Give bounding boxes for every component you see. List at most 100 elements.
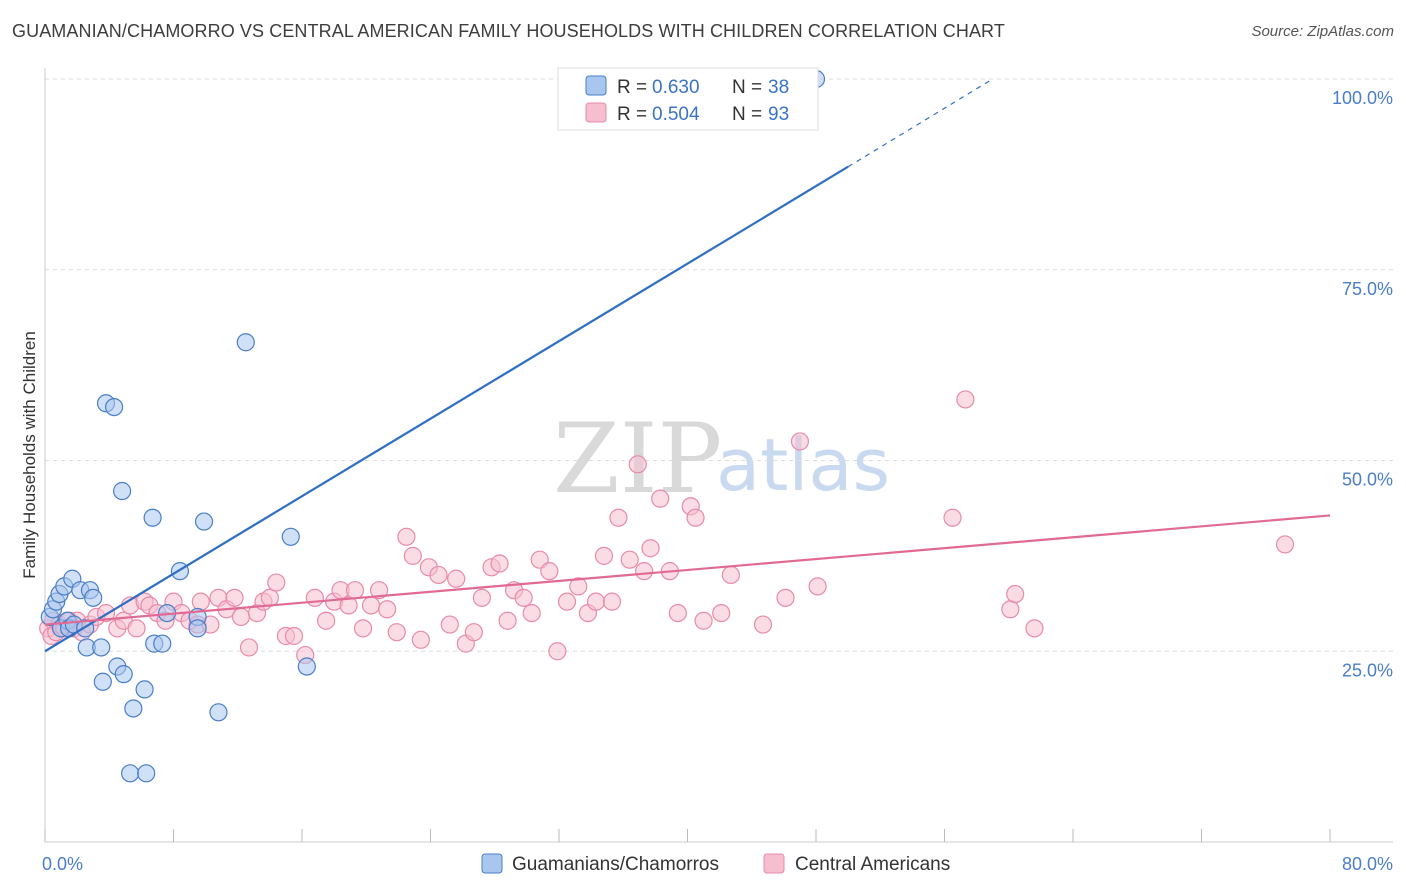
central-americans-point-94 bbox=[1001, 600, 1020, 619]
central-americans-point-85 bbox=[694, 611, 713, 630]
central-americans-point-91 bbox=[808, 577, 827, 596]
y-tick-label-50: 50.0% bbox=[1342, 470, 1393, 490]
trend-line-guamanians-extension bbox=[847, 78, 993, 168]
central-americans-point-59 bbox=[472, 588, 491, 607]
central-americans-point-49 bbox=[387, 623, 406, 642]
central-americans-point-45 bbox=[353, 619, 373, 638]
central-americans-point-47 bbox=[370, 581, 389, 600]
central-americans-point-75 bbox=[609, 508, 628, 527]
bottom-legend-label-pink: Central Americans bbox=[795, 854, 950, 875]
central-americans-point-30 bbox=[231, 607, 251, 627]
legend-r-label-pink: R = bbox=[617, 104, 647, 125]
central-americans-point-72 bbox=[586, 592, 606, 611]
x-tick-label-min: 0.0% bbox=[42, 854, 83, 874]
central-americans-point-58 bbox=[464, 623, 483, 642]
y-axis-label: Family Households with Children bbox=[20, 331, 39, 579]
x-tick-label-max: 80.0% bbox=[1342, 854, 1393, 874]
central-americans-point-50 bbox=[397, 527, 416, 546]
legend-r-label-blue: R = bbox=[617, 77, 647, 98]
central-americans-point-97 bbox=[1275, 535, 1295, 554]
legend-r-value-pink: 0.504 bbox=[652, 104, 700, 125]
guamanians-chamorros-point-24 bbox=[135, 680, 154, 699]
trend-line-central-americans bbox=[44, 514, 1331, 626]
guamanians-chamorros-point-14 bbox=[84, 588, 103, 607]
axes bbox=[44, 68, 1393, 843]
central-americans-point-92 bbox=[943, 508, 962, 527]
central-americans-point-70 bbox=[569, 577, 588, 596]
guamanians-chamorros-point-21 bbox=[114, 665, 133, 684]
central-americans-point-93 bbox=[956, 390, 975, 409]
trend-line-guamanians bbox=[44, 165, 849, 653]
central-americans-point-80 bbox=[651, 489, 670, 508]
bottom-legend-swatch-pink bbox=[763, 853, 785, 874]
trend-lines bbox=[44, 78, 1331, 653]
legend: R = 0.630 N = 38 R = 0.504 N = 93 bbox=[557, 67, 819, 131]
central-americans-point-25 bbox=[191, 592, 210, 611]
guamanians-chamorros-point-28 bbox=[153, 634, 172, 653]
legend-n-label-blue: N = bbox=[732, 77, 762, 98]
legend-n-value-pink: 93 bbox=[768, 104, 789, 125]
guamanians-chamorros-point-33 bbox=[194, 512, 214, 531]
central-americans-point-31 bbox=[239, 638, 259, 657]
source-credit: Source: ZipAtlas.com bbox=[1251, 23, 1394, 40]
central-americans-point-90 bbox=[790, 432, 810, 451]
central-americans-point-67 bbox=[540, 562, 559, 581]
guamanians-chamorros-point-26 bbox=[143, 508, 162, 527]
central-americans-point-55 bbox=[440, 615, 459, 634]
central-americans-point-87 bbox=[721, 565, 740, 585]
y-tick-label-25: 25.0% bbox=[1342, 660, 1393, 680]
guamanians-chamorros-point-18 bbox=[104, 397, 124, 417]
central-americans-point-40 bbox=[316, 611, 336, 630]
guamanians-chamorros-point-16 bbox=[93, 672, 112, 691]
chart-title: GUAMANIAN/CHAMORRO VS CENTRAL AMERICAN F… bbox=[12, 21, 1005, 41]
central-americans-point-77 bbox=[628, 455, 647, 474]
guamanians-chamorros-point-37 bbox=[297, 657, 316, 676]
central-americans-point-86 bbox=[712, 603, 731, 623]
guamanians-chamorros-point-36 bbox=[281, 527, 300, 546]
central-americans-point-82 bbox=[668, 603, 687, 623]
guamanians-chamorros-point-35 bbox=[236, 333, 255, 352]
central-americans-point-35 bbox=[267, 573, 286, 592]
x-ticks bbox=[44, 829, 1331, 842]
central-americans-point-56 bbox=[447, 569, 466, 588]
central-americans-point-64 bbox=[514, 588, 533, 607]
central-americans-point-78 bbox=[635, 562, 654, 581]
y-tick-label-75: 75.0% bbox=[1342, 279, 1393, 299]
legend-swatch-pink bbox=[585, 102, 607, 123]
central-americans-point-37 bbox=[284, 626, 304, 646]
central-americans-point-48 bbox=[378, 600, 397, 619]
central-americans-point-84 bbox=[686, 508, 705, 527]
central-americans-point-46 bbox=[361, 596, 381, 615]
series-central-americans bbox=[39, 390, 1295, 665]
legend-n-value-blue: 38 bbox=[768, 77, 789, 98]
central-americans-point-16 bbox=[127, 619, 146, 638]
guamanians-chamorros-point-15 bbox=[92, 638, 111, 657]
guamanians-chamorros-point-34 bbox=[209, 703, 228, 722]
central-americans-point-68 bbox=[548, 642, 567, 661]
bottom-legend: Guamanians/Chamorros Central Americans bbox=[481, 853, 950, 875]
central-americans-point-96 bbox=[1025, 619, 1044, 638]
central-americans-point-62 bbox=[498, 611, 517, 630]
central-americans-point-29 bbox=[225, 588, 244, 607]
central-americans-point-61 bbox=[490, 554, 509, 573]
central-americans-point-44 bbox=[345, 581, 365, 600]
central-americans-point-95 bbox=[1006, 584, 1025, 604]
central-americans-point-54 bbox=[429, 565, 448, 585]
y-tick-label-100: 100.0% bbox=[1332, 88, 1393, 108]
central-americans-point-65 bbox=[522, 603, 541, 623]
central-americans-point-51 bbox=[403, 546, 422, 565]
watermark: ZIP atlas bbox=[553, 403, 890, 515]
central-americans-point-74 bbox=[602, 592, 622, 611]
guamanians-chamorros-point-32 bbox=[188, 619, 207, 638]
bottom-legend-swatch-blue bbox=[481, 853, 503, 874]
central-americans-point-88 bbox=[753, 615, 773, 634]
central-americans-point-89 bbox=[776, 588, 795, 607]
guamanians-chamorros-point-22 bbox=[124, 699, 143, 718]
guamanians-chamorros-point-23 bbox=[121, 764, 140, 783]
guamanians-chamorros-point-25 bbox=[137, 764, 156, 783]
legend-swatch-blue bbox=[585, 75, 607, 96]
central-americans-point-69 bbox=[557, 592, 577, 611]
central-americans-point-39 bbox=[305, 588, 324, 607]
central-americans-point-73 bbox=[594, 546, 614, 565]
